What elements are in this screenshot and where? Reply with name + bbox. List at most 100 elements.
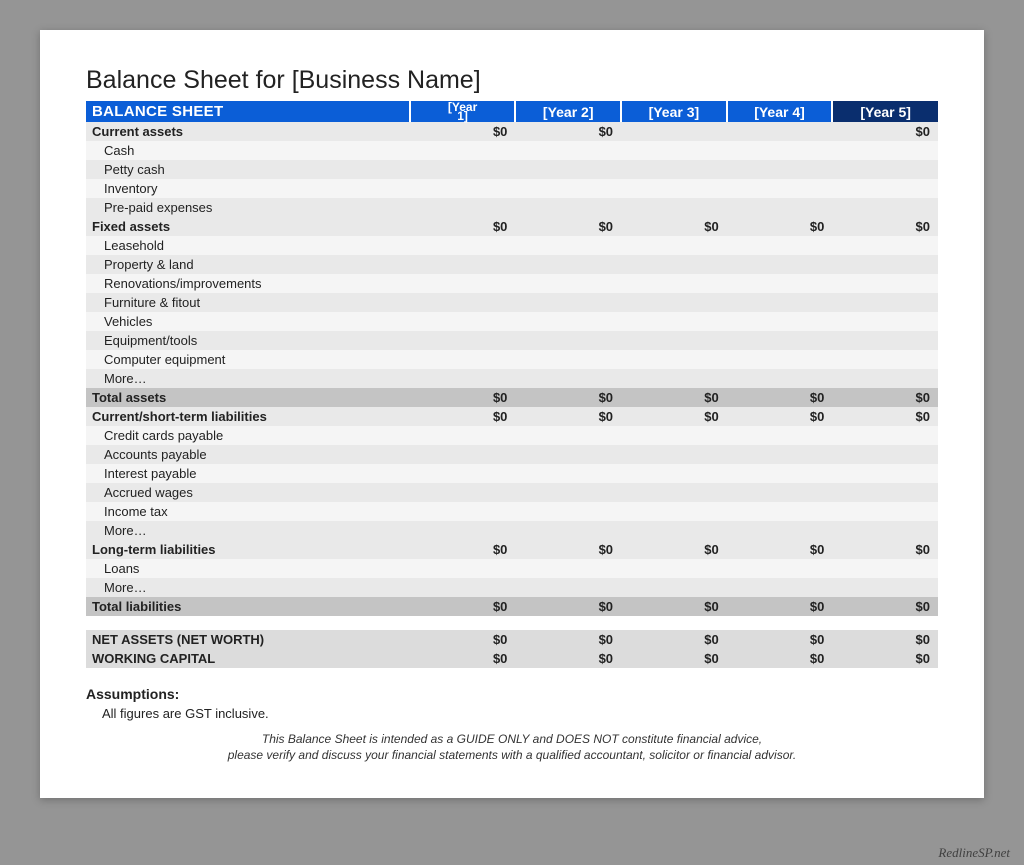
disclaimer-line-2: please verify and discuss your financial… [228, 748, 797, 762]
row-value: $0 [727, 630, 833, 649]
item-row: Income tax [86, 502, 938, 521]
row-value [832, 179, 938, 198]
row-value [727, 274, 833, 293]
row-value [832, 198, 938, 217]
row-value [621, 464, 727, 483]
row-label: Credit cards payable [86, 426, 410, 445]
row-value: $0 [832, 388, 938, 407]
row-label: WORKING CAPITAL [86, 649, 410, 668]
header-year-2: [Year 2] [515, 101, 621, 122]
row-value [515, 350, 621, 369]
row-value: $0 [621, 649, 727, 668]
row-value [727, 293, 833, 312]
row-value [621, 122, 727, 141]
row-value: $0 [832, 540, 938, 559]
row-value: $0 [832, 597, 938, 616]
row-value [832, 255, 938, 274]
header-year-1: [Year1] [410, 101, 516, 122]
row-value [515, 236, 621, 255]
row-value [727, 464, 833, 483]
row-value: $0 [515, 597, 621, 616]
item-row: More… [86, 578, 938, 597]
row-value [727, 160, 833, 179]
row-label: More… [86, 521, 410, 540]
row-value [727, 179, 833, 198]
row-label: Property & land [86, 255, 410, 274]
row-label: Accounts payable [86, 445, 410, 464]
row-value: $0 [727, 649, 833, 668]
row-value: $0 [621, 388, 727, 407]
row-value [727, 483, 833, 502]
row-value [727, 122, 833, 141]
row-value [727, 559, 833, 578]
item-row: Interest payable [86, 464, 938, 483]
row-value: $0 [410, 540, 516, 559]
row-label: Loans [86, 559, 410, 578]
row-value [832, 293, 938, 312]
row-value [515, 293, 621, 312]
net-assets-row: NET ASSETS (NET WORTH)$0$0$0$0$0 [86, 630, 938, 649]
row-value [410, 578, 516, 597]
row-value [515, 331, 621, 350]
row-value: $0 [621, 407, 727, 426]
row-value: $0 [515, 217, 621, 236]
item-row: Vehicles [86, 312, 938, 331]
row-label: Computer equipment [86, 350, 410, 369]
row-value [515, 312, 621, 331]
row-value [727, 502, 833, 521]
row-value [727, 236, 833, 255]
row-value: $0 [410, 388, 516, 407]
header-year-3: [Year 3] [621, 101, 727, 122]
row-value [727, 426, 833, 445]
row-value: $0 [832, 217, 938, 236]
row-value [832, 369, 938, 388]
item-row: Renovations/improvements [86, 274, 938, 293]
row-value [832, 464, 938, 483]
row-label: Petty cash [86, 160, 410, 179]
row-value: $0 [410, 122, 516, 141]
row-value: $0 [832, 407, 938, 426]
total-assets-row: Total assets$0$0$0$0$0 [86, 388, 938, 407]
row-value [621, 483, 727, 502]
row-value: $0 [410, 407, 516, 426]
item-row: More… [86, 521, 938, 540]
item-row: Furniture & fitout [86, 293, 938, 312]
assumptions-text: All figures are GST inclusive. [86, 706, 938, 721]
row-value: $0 [727, 597, 833, 616]
row-value: $0 [621, 217, 727, 236]
row-value [727, 445, 833, 464]
row-value [621, 426, 727, 445]
row-value [515, 141, 621, 160]
row-value [832, 331, 938, 350]
disclaimer-line-1: This Balance Sheet is intended as a GUID… [262, 732, 762, 746]
row-value [410, 464, 516, 483]
row-value: $0 [727, 407, 833, 426]
row-value [515, 445, 621, 464]
item-row: More… [86, 369, 938, 388]
row-value [410, 426, 516, 445]
row-label: Total assets [86, 388, 410, 407]
row-label: More… [86, 369, 410, 388]
row-value: $0 [832, 630, 938, 649]
item-row: Credit cards payable [86, 426, 938, 445]
row-value [727, 255, 833, 274]
row-value [515, 198, 621, 217]
row-label: Fixed assets [86, 217, 410, 236]
row-label: Total liabilities [86, 597, 410, 616]
row-value: $0 [621, 597, 727, 616]
row-value: $0 [515, 122, 621, 141]
total-liabilities-row: Total liabilities$0$0$0$0$0 [86, 597, 938, 616]
row-label: NET ASSETS (NET WORTH) [86, 630, 410, 649]
row-value [410, 141, 516, 160]
row-value [832, 274, 938, 293]
balance-sheet-table: BALANCE SHEET [Year1] [Year 2] [Year 3] … [86, 101, 938, 668]
row-label: Renovations/improvements [86, 274, 410, 293]
section-row: Current assets$0$0$0 [86, 122, 938, 141]
row-value [832, 445, 938, 464]
row-value: $0 [515, 649, 621, 668]
row-label: Pre-paid expenses [86, 198, 410, 217]
row-value [832, 426, 938, 445]
row-value [621, 179, 727, 198]
row-value: $0 [410, 217, 516, 236]
row-value [621, 198, 727, 217]
